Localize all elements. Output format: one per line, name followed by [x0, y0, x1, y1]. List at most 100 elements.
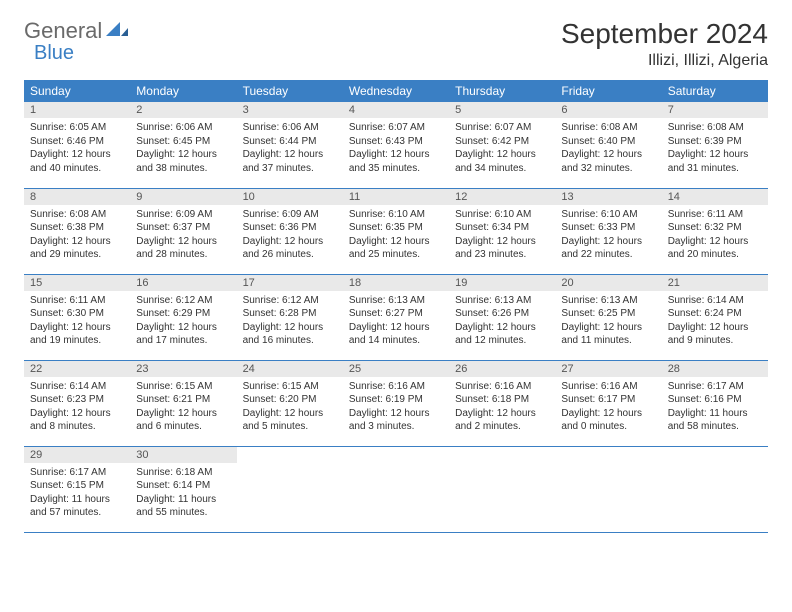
calendar-row: 29Sunrise: 6:17 AMSunset: 6:15 PMDayligh… — [24, 446, 768, 532]
day-details: Sunrise: 6:13 AMSunset: 6:27 PMDaylight:… — [343, 291, 449, 352]
day-number: 28 — [662, 361, 768, 377]
calendar-cell: 20Sunrise: 6:13 AMSunset: 6:25 PMDayligh… — [555, 274, 661, 360]
day-number: 9 — [130, 189, 236, 205]
calendar-cell: 12Sunrise: 6:10 AMSunset: 6:34 PMDayligh… — [449, 188, 555, 274]
calendar-cell: 30Sunrise: 6:18 AMSunset: 6:14 PMDayligh… — [130, 446, 236, 532]
day-details: Sunrise: 6:09 AMSunset: 6:37 PMDaylight:… — [130, 205, 236, 266]
day-details: Sunrise: 6:17 AMSunset: 6:15 PMDaylight:… — [24, 463, 130, 524]
day-number: 1 — [24, 102, 130, 118]
calendar-cell: 23Sunrise: 6:15 AMSunset: 6:21 PMDayligh… — [130, 360, 236, 446]
logo-sail-icon — [106, 18, 128, 44]
day-number: 5 — [449, 102, 555, 118]
day-number: 19 — [449, 275, 555, 291]
calendar-cell: 16Sunrise: 6:12 AMSunset: 6:29 PMDayligh… — [130, 274, 236, 360]
day-details: Sunrise: 6:07 AMSunset: 6:42 PMDaylight:… — [449, 118, 555, 179]
calendar-body: 1Sunrise: 6:05 AMSunset: 6:46 PMDaylight… — [24, 102, 768, 532]
calendar-cell: 9Sunrise: 6:09 AMSunset: 6:37 PMDaylight… — [130, 188, 236, 274]
day-number: 30 — [130, 447, 236, 463]
calendar-cell: 22Sunrise: 6:14 AMSunset: 6:23 PMDayligh… — [24, 360, 130, 446]
day-number: 25 — [343, 361, 449, 377]
day-details: Sunrise: 6:08 AMSunset: 6:38 PMDaylight:… — [24, 205, 130, 266]
calendar-cell: 19Sunrise: 6:13 AMSunset: 6:26 PMDayligh… — [449, 274, 555, 360]
day-details: Sunrise: 6:14 AMSunset: 6:24 PMDaylight:… — [662, 291, 768, 352]
calendar-cell: 3Sunrise: 6:06 AMSunset: 6:44 PMDaylight… — [237, 102, 343, 188]
calendar-cell: 18Sunrise: 6:13 AMSunset: 6:27 PMDayligh… — [343, 274, 449, 360]
calendar-cell — [237, 446, 343, 532]
calendar-cell: 4Sunrise: 6:07 AMSunset: 6:43 PMDaylight… — [343, 102, 449, 188]
calendar-cell: 29Sunrise: 6:17 AMSunset: 6:15 PMDayligh… — [24, 446, 130, 532]
logo: General — [24, 18, 128, 44]
logo-text-blue: Blue — [34, 42, 74, 65]
calendar-cell: 11Sunrise: 6:10 AMSunset: 6:35 PMDayligh… — [343, 188, 449, 274]
calendar-row: 8Sunrise: 6:08 AMSunset: 6:38 PMDaylight… — [24, 188, 768, 274]
logo-text-general: General — [24, 18, 102, 44]
calendar-row: 15Sunrise: 6:11 AMSunset: 6:30 PMDayligh… — [24, 274, 768, 360]
day-number: 17 — [237, 275, 343, 291]
day-details: Sunrise: 6:12 AMSunset: 6:29 PMDaylight:… — [130, 291, 236, 352]
location-text: Illizi, Illizi, Algeria — [561, 52, 768, 70]
day-number: 18 — [343, 275, 449, 291]
day-details: Sunrise: 6:18 AMSunset: 6:14 PMDaylight:… — [130, 463, 236, 524]
page-title: September 2024 — [561, 18, 768, 50]
day-number: 7 — [662, 102, 768, 118]
calendar-cell: 14Sunrise: 6:11 AMSunset: 6:32 PMDayligh… — [662, 188, 768, 274]
weekday-header-row: Sunday Monday Tuesday Wednesday Thursday… — [24, 80, 768, 102]
day-details: Sunrise: 6:12 AMSunset: 6:28 PMDaylight:… — [237, 291, 343, 352]
calendar-cell: 17Sunrise: 6:12 AMSunset: 6:28 PMDayligh… — [237, 274, 343, 360]
day-details: Sunrise: 6:15 AMSunset: 6:21 PMDaylight:… — [130, 377, 236, 438]
calendar-cell: 7Sunrise: 6:08 AMSunset: 6:39 PMDaylight… — [662, 102, 768, 188]
day-details: Sunrise: 6:11 AMSunset: 6:32 PMDaylight:… — [662, 205, 768, 266]
weekday-header: Wednesday — [343, 80, 449, 102]
title-block: September 2024 Illizi, Illizi, Algeria — [561, 18, 768, 70]
day-number: 2 — [130, 102, 236, 118]
weekday-header: Monday — [130, 80, 236, 102]
day-details: Sunrise: 6:07 AMSunset: 6:43 PMDaylight:… — [343, 118, 449, 179]
calendar-cell: 1Sunrise: 6:05 AMSunset: 6:46 PMDaylight… — [24, 102, 130, 188]
calendar-cell — [555, 446, 661, 532]
calendar-cell: 21Sunrise: 6:14 AMSunset: 6:24 PMDayligh… — [662, 274, 768, 360]
day-number: 11 — [343, 189, 449, 205]
day-details: Sunrise: 6:10 AMSunset: 6:33 PMDaylight:… — [555, 205, 661, 266]
weekday-header: Thursday — [449, 80, 555, 102]
day-number: 21 — [662, 275, 768, 291]
calendar-cell: 6Sunrise: 6:08 AMSunset: 6:40 PMDaylight… — [555, 102, 661, 188]
day-details: Sunrise: 6:08 AMSunset: 6:40 PMDaylight:… — [555, 118, 661, 179]
calendar-cell: 2Sunrise: 6:06 AMSunset: 6:45 PMDaylight… — [130, 102, 236, 188]
day-number: 24 — [237, 361, 343, 377]
day-number: 23 — [130, 361, 236, 377]
day-details: Sunrise: 6:16 AMSunset: 6:18 PMDaylight:… — [449, 377, 555, 438]
page-header: General September 2024 Illizi, Illizi, A… — [24, 18, 768, 70]
day-number: 22 — [24, 361, 130, 377]
day-details: Sunrise: 6:05 AMSunset: 6:46 PMDaylight:… — [24, 118, 130, 179]
calendar-cell: 28Sunrise: 6:17 AMSunset: 6:16 PMDayligh… — [662, 360, 768, 446]
calendar-cell: 13Sunrise: 6:10 AMSunset: 6:33 PMDayligh… — [555, 188, 661, 274]
weekday-header: Sunday — [24, 80, 130, 102]
calendar-cell: 15Sunrise: 6:11 AMSunset: 6:30 PMDayligh… — [24, 274, 130, 360]
calendar-cell: 8Sunrise: 6:08 AMSunset: 6:38 PMDaylight… — [24, 188, 130, 274]
day-number: 29 — [24, 447, 130, 463]
day-number: 15 — [24, 275, 130, 291]
calendar-cell — [343, 446, 449, 532]
calendar-cell: 25Sunrise: 6:16 AMSunset: 6:19 PMDayligh… — [343, 360, 449, 446]
day-number: 27 — [555, 361, 661, 377]
day-details: Sunrise: 6:06 AMSunset: 6:45 PMDaylight:… — [130, 118, 236, 179]
calendar-cell: 26Sunrise: 6:16 AMSunset: 6:18 PMDayligh… — [449, 360, 555, 446]
day-number: 12 — [449, 189, 555, 205]
calendar-row: 1Sunrise: 6:05 AMSunset: 6:46 PMDaylight… — [24, 102, 768, 188]
calendar-table: Sunday Monday Tuesday Wednesday Thursday… — [24, 80, 768, 533]
day-number: 20 — [555, 275, 661, 291]
day-details: Sunrise: 6:14 AMSunset: 6:23 PMDaylight:… — [24, 377, 130, 438]
day-details: Sunrise: 6:09 AMSunset: 6:36 PMDaylight:… — [237, 205, 343, 266]
day-details: Sunrise: 6:11 AMSunset: 6:30 PMDaylight:… — [24, 291, 130, 352]
weekday-header: Saturday — [662, 80, 768, 102]
calendar-cell — [449, 446, 555, 532]
day-number: 13 — [555, 189, 661, 205]
day-details: Sunrise: 6:16 AMSunset: 6:17 PMDaylight:… — [555, 377, 661, 438]
day-details: Sunrise: 6:13 AMSunset: 6:25 PMDaylight:… — [555, 291, 661, 352]
day-number: 10 — [237, 189, 343, 205]
calendar-cell: 27Sunrise: 6:16 AMSunset: 6:17 PMDayligh… — [555, 360, 661, 446]
weekday-header: Friday — [555, 80, 661, 102]
day-number: 14 — [662, 189, 768, 205]
calendar-cell — [662, 446, 768, 532]
day-number: 6 — [555, 102, 661, 118]
